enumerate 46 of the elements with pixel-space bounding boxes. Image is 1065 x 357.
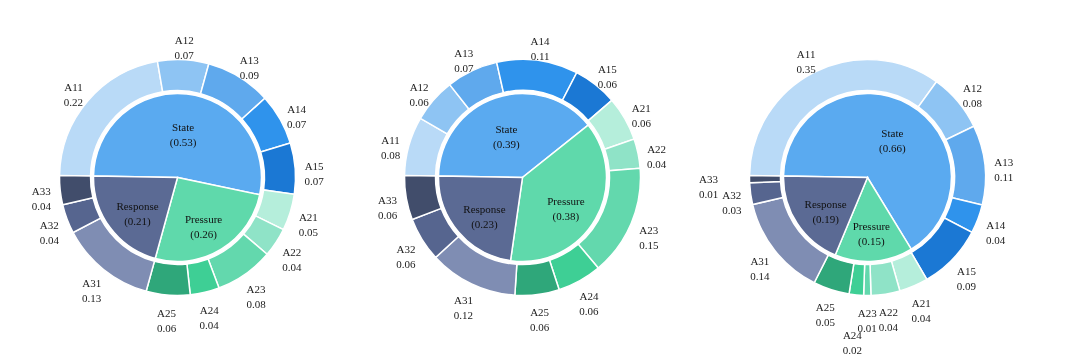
- data-label: A11 0.08: [380, 133, 401, 161]
- data-label: A11 0.35: [796, 48, 817, 76]
- data-label: A24 0.04: [199, 303, 220, 331]
- data-label: A23 0.08: [246, 282, 267, 310]
- data-label: A21 0.06: [631, 102, 652, 130]
- data-label: A14 0.11: [530, 34, 551, 62]
- data-label: A23 0.15: [639, 223, 659, 251]
- data-label: A24 0.06: [579, 290, 600, 318]
- data-label: A25 0.06: [530, 306, 550, 334]
- data-label: State (0.53): [169, 120, 197, 149]
- data-label: A32 0.03: [722, 189, 742, 217]
- data-label: A25 0.05: [815, 300, 836, 328]
- data-label: Response (0.23): [463, 202, 506, 231]
- data-label: A33 0.01: [698, 172, 719, 200]
- data-label: Response (0.19): [804, 197, 847, 226]
- data-label: A14 0.07: [287, 102, 307, 130]
- data-label: A33 0.04: [31, 185, 52, 213]
- data-label: A31 0.13: [82, 277, 102, 305]
- data-label: A15 0.09: [956, 265, 977, 293]
- data-label: A25 0.06: [156, 307, 177, 335]
- data-label: A14 0.04: [986, 218, 1006, 246]
- data-label: A21 0.05: [298, 211, 319, 239]
- data-label: A21 0.04: [911, 296, 932, 324]
- data-label: A12 0.06: [409, 80, 430, 108]
- data-label: A31 0.12: [453, 294, 474, 322]
- data-label: A13 0.09: [239, 53, 260, 81]
- data-label: A31 0.14: [750, 255, 770, 283]
- data-label: A13 0.07: [454, 46, 474, 74]
- data-label: A15 0.07: [304, 159, 325, 187]
- data-label: A12 0.07: [174, 33, 195, 61]
- data-label: A32 0.04: [39, 218, 60, 246]
- data-label: State (0.39): [493, 123, 521, 152]
- data-label: Pressure (0.38): [547, 195, 585, 224]
- data-label: A22 0.04: [282, 245, 302, 273]
- data-label: State (0.66): [879, 127, 906, 156]
- data-label: A15 0.06: [597, 62, 618, 90]
- data-label: A32 0.06: [396, 242, 417, 270]
- data-label: A13 0.11: [994, 155, 1014, 183]
- data-label: A22 0.04: [878, 305, 899, 333]
- data-label: A12 0.08: [962, 82, 983, 110]
- data-label: Pressure (0.15): [852, 220, 891, 249]
- data-label: A11 0.22: [63, 81, 84, 109]
- data-label: Response (0.21): [116, 200, 159, 229]
- data-label: A22 0.04: [647, 142, 667, 170]
- data-label: Pressure (0.26): [184, 213, 223, 242]
- data-label: A33 0.06: [377, 194, 398, 222]
